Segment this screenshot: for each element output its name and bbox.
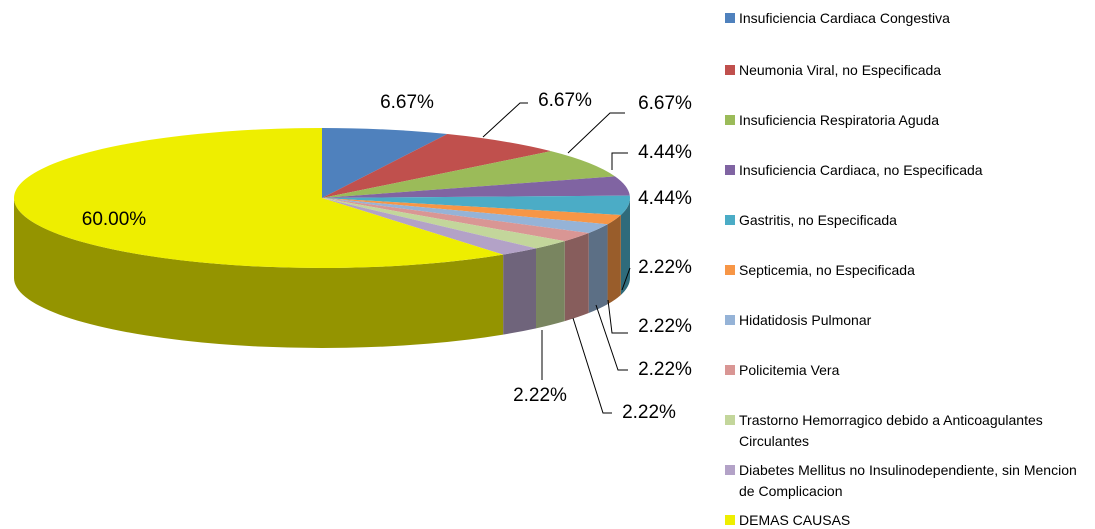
data-label: 6.67% [538,90,592,111]
pie-slice [322,176,630,198]
pie-slice [322,198,621,225]
pie-slice [322,151,615,198]
legend-swatch [725,215,735,225]
data-label: 2.22% [638,316,692,337]
legend-swatch [725,265,735,275]
pie-slice [322,198,565,249]
pie-slice [322,195,630,215]
leader-line [572,317,612,414]
pie-slice-side [588,224,608,313]
legend-label: Trastorno Hemorragico debido a Anticoagu… [739,412,1043,449]
legend-swatch [725,365,735,375]
legend-label: Gastritis, no Especificada [739,212,897,228]
legend-swatch [725,165,735,175]
data-label: 60.00% [82,209,147,230]
legend-label: Hidatidosis Pulmonar [739,312,872,328]
legend-item: Insuficiencia Respiratoria Aguda [722,110,1082,131]
data-label: 2.22% [638,257,692,278]
legend-label: Insuficiencia Cardiaca, no Especificada [739,162,983,178]
leader-line [482,102,528,138]
legend-swatch [725,415,735,425]
legend-label: Policitemia Vera [739,362,840,378]
legend-item: Septicemia, no Especificada [722,260,1082,281]
legend-label: Neumonia Viral, no Especificada [739,62,942,78]
leader-line [567,112,625,154]
pie-slice [14,128,504,268]
pie-slice [322,134,551,198]
data-label: 6.67% [380,92,434,113]
legend-label: DEMAS CAUSAS [739,512,851,528]
data-label: 2.22% [513,385,567,406]
legend-label: Insuficiencia Respiratoria Aguda [739,112,940,128]
legend-item: DEMAS CAUSAS [722,510,1082,529]
legend-label: Diabetes Mellitus no Insulinodependiente… [739,462,1077,499]
data-label: 4.44% [638,142,692,163]
pie-slice-side [564,233,589,322]
pie-slice [322,128,448,198]
pie-slice [322,198,608,233]
legend-item: Hidatidosis Pulmonar [722,310,1082,331]
legend-item: Neumonia Viral, no Especificada [722,60,1082,81]
legend-item: Trastorno Hemorragico debido a Anticoagu… [722,410,1082,452]
legend-swatch [725,465,735,475]
leader-line [595,304,628,371]
pie-slice-side [620,198,630,295]
data-label: 2.22% [638,359,692,380]
legend-swatch [725,315,735,325]
leader-line [621,267,631,291]
data-label: 2.22% [622,402,676,423]
pie-slice [322,198,537,255]
pie-slice [322,198,589,242]
legend-swatch [725,515,735,525]
pie-slice-side [503,248,537,335]
legend-label: Insuficiencia Cardiaca Congestiva [739,10,950,26]
legend-swatch [725,13,735,23]
legend-item: Gastritis, no Especificada [722,210,1082,231]
legend-item: Insuficiencia Cardiaca Congestiva [722,8,1082,29]
data-label: 4.44% [638,188,692,209]
legend-swatch [725,115,735,125]
pie-slice-side [14,198,504,348]
legend-item: Policitemia Vera [722,360,1082,381]
legend-item: Insuficiencia Cardiaca, no Especificada [722,160,1082,181]
data-label: 6.67% [638,93,692,114]
legend-swatch [725,65,735,75]
pie-slice-side [536,241,565,329]
legend-label: Septicemia, no Especificada [739,262,915,278]
leader-line [611,152,628,170]
leader-line [607,299,628,334]
pie-slice-side [607,214,621,305]
legend-item: Diabetes Mellitus no Insulinodependiente… [722,460,1082,502]
